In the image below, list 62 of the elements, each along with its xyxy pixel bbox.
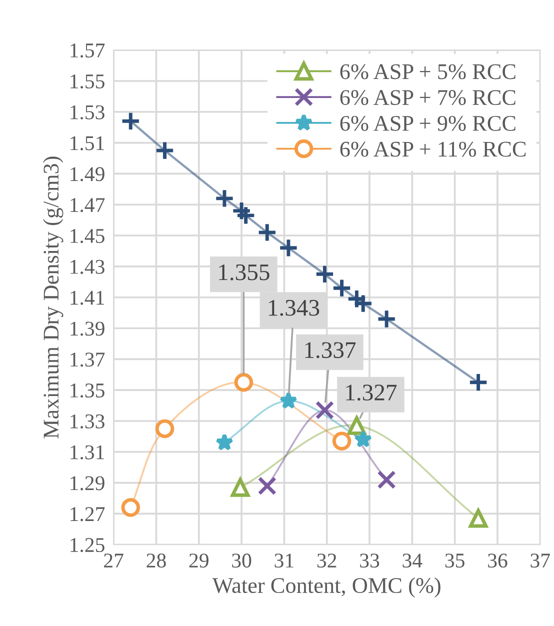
point (332, 432, 352, 450)
x-tick-label: 29 (189, 554, 208, 568)
point (332, 278, 352, 298)
point (347, 416, 366, 435)
x-tick-label: 35 (445, 554, 464, 568)
y-tick-label: 1.57 (70, 44, 105, 58)
x-tick-label: 36 (488, 554, 508, 568)
point (468, 372, 488, 392)
x-tick-label: 27 (104, 554, 124, 568)
y-tick-label: 1.27 (70, 507, 105, 522)
y-tick-label: 1.25 (70, 538, 104, 552)
x-tick-label: 37 (530, 554, 550, 568)
y-tick-label: 1.37 (70, 352, 105, 367)
annotation: 1.327 (346, 384, 397, 401)
y-tick-label: 1.33 (70, 414, 104, 429)
point (258, 476, 277, 496)
annotation: 1.343 (268, 300, 320, 316)
x-tick-label: 33 (360, 554, 380, 568)
point (154, 140, 175, 161)
point (215, 433, 234, 451)
point (353, 293, 374, 314)
point (314, 264, 335, 284)
point (278, 238, 299, 258)
point (376, 308, 397, 330)
y-tick-label: 1.51 (70, 136, 104, 150)
y-tick-label: 1.53 (70, 105, 104, 120)
y-axis-title: Maximum Dry Density (g/cm3) (43, 156, 64, 438)
point (236, 205, 256, 226)
y-tick-label: 1.35 (70, 384, 104, 398)
x-tick-label: 28 (146, 554, 166, 568)
x-tick-label: 31 (274, 554, 294, 568)
point (155, 419, 174, 438)
point (120, 111, 141, 132)
x-tick-label: 30 (232, 554, 252, 568)
x-tick-label: 32 (317, 554, 336, 568)
point (468, 508, 488, 528)
legend-label: 6% ASP + 5% RCC (340, 64, 516, 80)
point (214, 188, 235, 209)
y-tick-label: 1.41 (70, 290, 104, 305)
y-tick-label: 1.39 (70, 322, 104, 336)
annotation: 1.355 (219, 264, 270, 280)
x-axis-title: Water Content, OMC (%) (212, 577, 440, 598)
legend-label: 6% ASP + 9% RCC (340, 116, 516, 131)
y-tick-label: 1.45 (70, 229, 104, 244)
y-tick-label: 1.47 (70, 198, 105, 212)
point (377, 470, 396, 490)
point (257, 222, 278, 243)
y-tick-label: 1.31 (70, 445, 104, 460)
x-tick-label: 34 (402, 554, 422, 568)
legend-label: 6% ASP + 7% RCC (340, 90, 516, 106)
point (279, 392, 298, 409)
y-tick-label: 1.43 (70, 260, 104, 274)
annotation: 1.337 (305, 342, 356, 358)
point (234, 372, 254, 392)
y-tick-label: 1.29 (70, 476, 104, 490)
point (121, 498, 140, 517)
point (315, 400, 334, 420)
point (354, 430, 372, 448)
y-tick-label: 1.49 (70, 167, 104, 182)
point (231, 200, 252, 221)
legend-label: 6% ASP + 11% RCC (340, 142, 526, 157)
y-tick-label: 1.55 (70, 74, 104, 89)
